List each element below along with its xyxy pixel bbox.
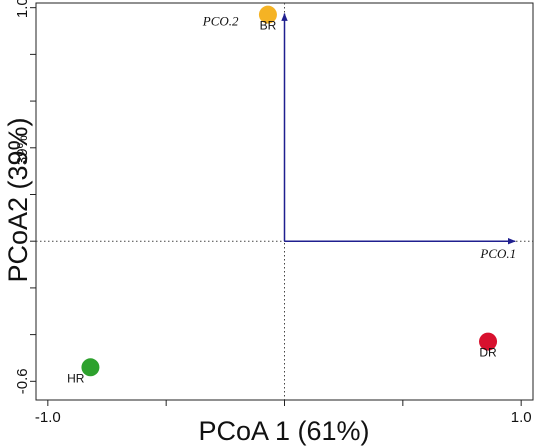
loading-vectors: PCO.1 PCO.2 [202,12,516,261]
y-axis-ticks: 1.0 39% -0.6 [14,0,36,394]
point-br [258,5,277,24]
vector-label: PCO.2 [202,14,239,29]
point-dr [479,332,498,351]
vector-label: PCO.1 [479,246,516,261]
x-tick-label: -1.0 [35,409,61,426]
point-label: BR [260,19,277,33]
point-label: DR [479,346,497,360]
x-tick-label: 1.0 [511,409,532,426]
x-axis-ticks: -1.0 1.0 [35,400,532,426]
x-axis-title: PCoA 1 (61%) [198,416,369,446]
sample-points: BR HR DR [67,5,498,385]
y-axis-title: PCoA2 (39%) [3,117,33,282]
y-tick-label: -0.6 [14,368,31,394]
y-tick-label: 39% [14,135,31,165]
point-label: HR [67,371,85,385]
y-tick-label: 1.0 [14,0,31,18]
point-hr [81,358,100,377]
